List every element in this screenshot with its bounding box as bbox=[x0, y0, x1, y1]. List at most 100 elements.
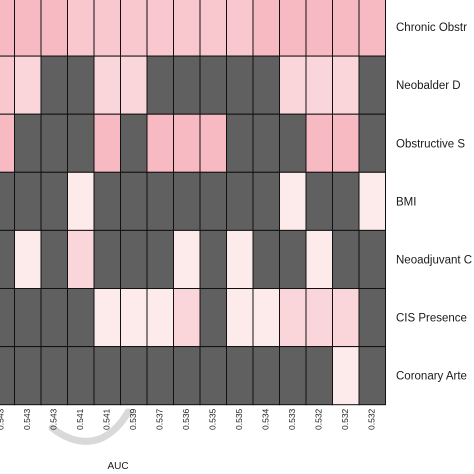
heatmap-cell-r2-c13 bbox=[332, 113, 360, 173]
x-tick-label: 0.543 bbox=[22, 408, 32, 430]
heatmap-cell-r4-c4 bbox=[93, 229, 121, 289]
heatmap-cell-r6-c11 bbox=[279, 346, 307, 406]
x-tick-label: 0.534 bbox=[261, 408, 271, 430]
heatmap-cell-r3-c8 bbox=[199, 171, 227, 231]
heatmap-cell-r0-c2 bbox=[40, 0, 68, 57]
heatmap-cell-r5-c2 bbox=[40, 288, 68, 348]
heatmap-cell-r0-c4 bbox=[93, 0, 121, 57]
x-tick-label: 0.537 bbox=[155, 408, 165, 430]
heatmap-cell-r4-c6 bbox=[146, 229, 174, 289]
heatmap-cell-r1-c9 bbox=[226, 55, 254, 115]
heatmap-cell-r3-c9 bbox=[226, 171, 254, 231]
heatmap-cell-r6-c8 bbox=[199, 346, 227, 406]
x-tick-label: 0.532 bbox=[367, 408, 377, 430]
heatmap-cell-r6-c13 bbox=[332, 346, 360, 406]
heatmap-cell-r6-c5 bbox=[120, 346, 148, 406]
heatmap-cell-r2-c11 bbox=[279, 113, 307, 173]
watermark-arc bbox=[48, 408, 132, 445]
heatmap-cell-r3-c5 bbox=[120, 171, 148, 231]
heatmap-cell-r3-c14 bbox=[358, 171, 386, 231]
heatmap-cell-r2-c14 bbox=[358, 113, 386, 173]
heatmap-cell-r6-c6 bbox=[146, 346, 174, 406]
heatmap-cell-r1-c11 bbox=[279, 55, 307, 115]
heatmap-cell-r4-c14 bbox=[358, 229, 386, 289]
row-label: Chronic Obstr bbox=[396, 22, 467, 34]
heatmap-cell-r6-c14 bbox=[358, 346, 386, 406]
heatmap-cell-r2-c7 bbox=[173, 113, 201, 173]
heatmap-cell-r3-c10 bbox=[252, 171, 280, 231]
heatmap-cell-r2-c4 bbox=[93, 113, 121, 173]
row-label: Neoadjuvant C bbox=[396, 254, 472, 266]
heatmap-cell-r2-c0 bbox=[0, 113, 15, 173]
x-tick-label: 0.543 bbox=[49, 408, 59, 430]
heatmap-cell-r4-c10 bbox=[252, 229, 280, 289]
x-tick-label: 0.539 bbox=[128, 408, 138, 430]
heatmap-cell-r1-c1 bbox=[14, 55, 42, 115]
heatmap-cell-r1-c7 bbox=[173, 55, 201, 115]
heatmap-cell-r1-c10 bbox=[252, 55, 280, 115]
heatmap-cell-r1-c4 bbox=[93, 55, 121, 115]
row-label: BMI bbox=[396, 196, 416, 208]
heatmap-cell-r6-c3 bbox=[67, 346, 95, 406]
heatmap-cell-r5-c3 bbox=[67, 288, 95, 348]
heatmap-cell-r6-c7 bbox=[173, 346, 201, 406]
heatmap-cell-r6-c4 bbox=[93, 346, 121, 406]
heatmap-cell-r4-c7 bbox=[173, 229, 201, 289]
x-tick-label: 0.532 bbox=[314, 408, 324, 430]
heatmap-cell-r4-c8 bbox=[199, 229, 227, 289]
row-labels: Chronic Obstr Neobalder D Obstructive S BMI… bbox=[396, 22, 472, 383]
row-label: Coronary Arte bbox=[396, 371, 467, 383]
heatmap-cell-r0-c13 bbox=[332, 0, 360, 57]
heatmap-cell-r1-c8 bbox=[199, 55, 227, 115]
heatmap-cell-r2-c3 bbox=[67, 113, 95, 173]
heatmap-cell-r0-c8 bbox=[199, 0, 227, 57]
heatmap-cell-r2-c12 bbox=[305, 113, 333, 173]
heatmap-cell-r3-c12 bbox=[305, 171, 333, 231]
row-label: Neobalder D bbox=[396, 80, 461, 92]
heatmap-cell-r0-c6 bbox=[146, 0, 174, 57]
heatmap-cell-r3-c11 bbox=[279, 171, 307, 231]
heatmap-cell-r4-c3 bbox=[67, 229, 95, 289]
heatmap-cell-r3-c2 bbox=[40, 171, 68, 231]
heatmap-cell-r5-c1 bbox=[14, 288, 42, 348]
heatmap-cell-r1-c5 bbox=[120, 55, 148, 115]
heatmap-cell-r0-c14 bbox=[358, 0, 386, 57]
x-tick-label: 0.532 bbox=[340, 408, 350, 430]
heatmap-cell-r5-c5 bbox=[120, 288, 148, 348]
heatmap-cell-r3-c0 bbox=[0, 171, 15, 231]
heatmap-cell-r5-c13 bbox=[332, 288, 360, 348]
heatmap-cell-r0-c10 bbox=[252, 0, 280, 57]
heatmap-cell-r2-c9 bbox=[226, 113, 254, 173]
x-tick-label: 0.543 bbox=[0, 408, 6, 430]
heatmap-cell-r6-c1 bbox=[14, 346, 42, 406]
heatmap-cell-r3-c3 bbox=[67, 171, 95, 231]
heatmap-cell-r3-c4 bbox=[93, 171, 121, 231]
heatmap-cell-r1-c14 bbox=[358, 55, 386, 115]
x-tick-label: 0.533 bbox=[287, 408, 297, 430]
heatmap-cell-r5-c14 bbox=[358, 288, 386, 348]
heatmap-cell-r0-c7 bbox=[173, 0, 201, 57]
heatmap-cell-r0-c9 bbox=[226, 0, 254, 57]
heatmap-cell-r2-c5 bbox=[120, 113, 148, 173]
heatmap-cell-r0-c0 bbox=[0, 0, 15, 57]
heatmap-cells bbox=[0, 0, 386, 406]
heatmap-cell-r5-c6 bbox=[146, 288, 174, 348]
x-tick-label: 0.535 bbox=[208, 408, 218, 430]
heatmap-cell-r0-c11 bbox=[279, 0, 307, 57]
x-tick-label: 0.541 bbox=[75, 408, 85, 430]
heatmap-cell-r4-c0 bbox=[0, 229, 15, 289]
heatmap-cell-r0-c5 bbox=[120, 0, 148, 57]
heatmap-cell-r1-c13 bbox=[332, 55, 360, 115]
heatmap-cell-r3-c7 bbox=[173, 171, 201, 231]
heatmap-cell-r4-c1 bbox=[14, 229, 42, 289]
x-tick-label: 0.536 bbox=[181, 408, 191, 430]
heatmap-cell-r1-c6 bbox=[146, 55, 174, 115]
heatmap-cell-r1-c3 bbox=[67, 55, 95, 115]
heatmap-cell-r2-c1 bbox=[14, 113, 42, 173]
heatmap-cell-r2-c10 bbox=[252, 113, 280, 173]
heatmap-cell-r5-c10 bbox=[252, 288, 280, 348]
heatmap-cell-r4-c9 bbox=[226, 229, 254, 289]
heatmap-cell-r5-c11 bbox=[279, 288, 307, 348]
heatmap-cell-r1-c0 bbox=[0, 55, 15, 115]
